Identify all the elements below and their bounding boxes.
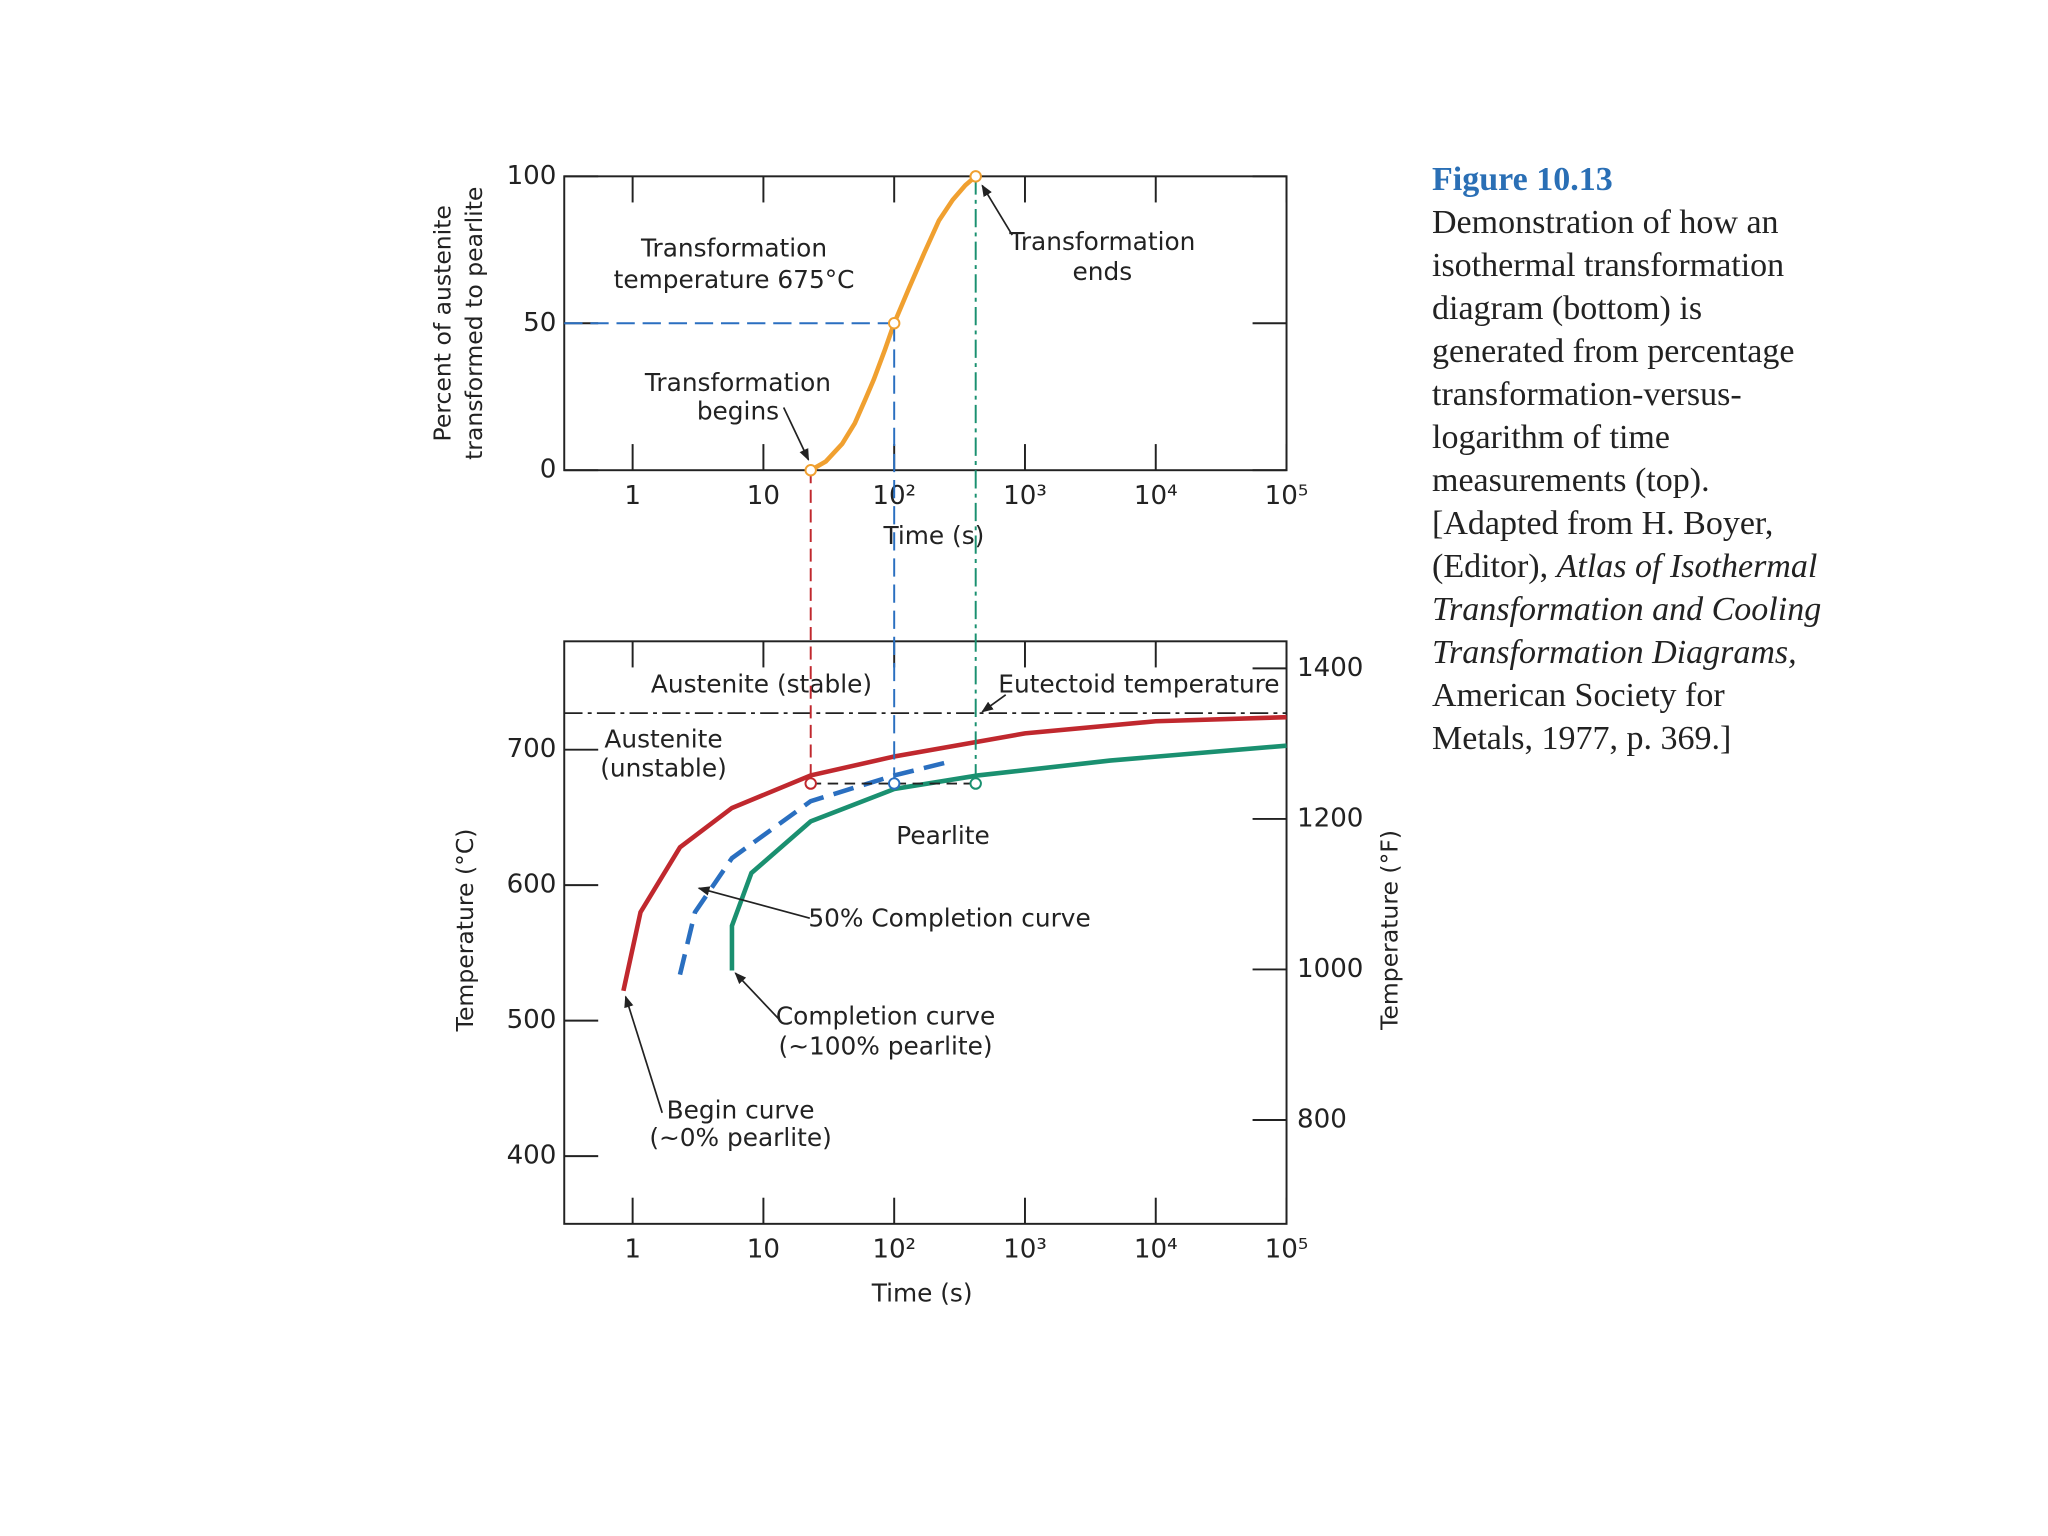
caption-text: Atlas of Isothermal Transformation and C… (1432, 548, 1822, 671)
x-tick-label: 10⁴ (1134, 481, 1178, 511)
caption: Figure 10.13 Demonstration of how an isot… (1432, 158, 1832, 760)
y2-tick-label: 1200 (1297, 803, 1363, 833)
x-tick-label: 10 (747, 1234, 780, 1264)
annotation: Completion curve (776, 1001, 995, 1030)
annotation: Austenite (stable) (651, 670, 872, 699)
annotation: Eutectoid temperature (998, 670, 1279, 699)
annotation: begins (697, 397, 779, 426)
caption-title: Figure 10.13 (1432, 161, 1613, 198)
annotation: Begin curve (667, 1096, 815, 1125)
annotation-arrow (782, 407, 810, 461)
annotation-arrow (981, 184, 1013, 236)
y2-tick-label: 800 (1297, 1104, 1347, 1134)
marker-point (969, 777, 982, 790)
annotation: (~0% pearlite) (649, 1123, 832, 1152)
annotation: (~100% pearlite) (779, 1032, 993, 1061)
curve (729, 743, 1287, 971)
y-axis-label: transformed to pearlite (460, 187, 488, 460)
marker-point (804, 777, 817, 790)
annotation: Transformation (640, 233, 827, 262)
marker-point (804, 463, 817, 477)
x-tick-label: 10² (872, 1234, 916, 1264)
y2-tick-label: 1000 (1297, 954, 1363, 984)
annotation: Austenite (604, 725, 722, 754)
caption-text: American Society for Metals, 1977, p. 36… (1432, 677, 1732, 757)
x-tick-label: 10³ (1003, 1234, 1047, 1264)
y2-axis-label: Temperature (°F) (1376, 830, 1404, 1031)
x-tick-label: 1 (624, 1234, 641, 1264)
marker-point (887, 777, 901, 790)
caption-text: Demonstration of how an isothermal trans… (1432, 204, 1795, 585)
annotation: 50% Completion curve (808, 904, 1090, 933)
y2-tick-label: 1400 (1297, 653, 1363, 683)
y-tick-label: 50 (523, 308, 556, 338)
annotation: temperature 675°C (614, 265, 855, 294)
y-axis-label: Temperature (°C) (451, 829, 479, 1033)
annotation: Transformation (1008, 227, 1195, 256)
marker-point (969, 170, 982, 183)
annotation-arrow (734, 972, 782, 1022)
y-tick-label: 500 (507, 1005, 557, 1035)
x-tick-label: 10 (747, 481, 780, 511)
plot-frame (563, 640, 1288, 1225)
y-tick-label: 600 (507, 870, 557, 900)
annotation-arrow (624, 995, 664, 1114)
y-tick-label: 0 (540, 455, 557, 485)
annotation-arrow (981, 694, 1007, 713)
annotation: ends (1073, 257, 1133, 286)
x-tick-label: 10³ (1003, 481, 1047, 511)
curve (677, 758, 955, 976)
y-tick-label: 100 (507, 161, 557, 191)
y-axis-label: Percent of austenite (429, 205, 457, 441)
marker-point (887, 317, 901, 330)
x-axis-label: Time (s) (871, 1278, 973, 1307)
x-tick-label: 10⁴ (1134, 1234, 1178, 1264)
x-tick-label: 1 (624, 481, 641, 511)
curve (809, 174, 978, 473)
annotation: Transformation (644, 368, 831, 397)
y-tick-label: 400 (507, 1141, 557, 1171)
y-tick-label: 700 (507, 734, 557, 764)
x-tick-label: 10⁵ (1265, 481, 1309, 511)
annotation: (unstable) (600, 753, 727, 782)
x-axis-label: Time (s) (882, 521, 984, 550)
x-tick-label: 10⁵ (1265, 1234, 1309, 1264)
annotation-arrow (697, 886, 811, 920)
annotation: Pearlite (896, 821, 989, 850)
